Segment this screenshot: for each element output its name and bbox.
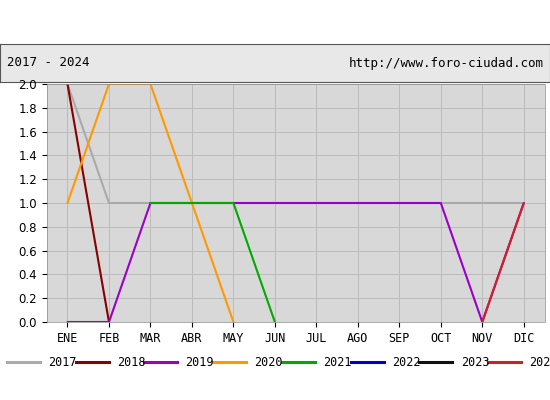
Text: Evolucion del paro registrado en Gormaz: Evolucion del paro registrado en Gormaz xyxy=(91,12,459,30)
Text: 2021: 2021 xyxy=(323,356,351,368)
Text: 2020: 2020 xyxy=(254,356,283,368)
Text: 2023: 2023 xyxy=(461,356,489,368)
Text: http://www.foro-ciudad.com: http://www.foro-ciudad.com xyxy=(348,56,543,70)
Text: 2017: 2017 xyxy=(48,356,76,368)
Text: 2024: 2024 xyxy=(529,356,550,368)
Text: 2019: 2019 xyxy=(186,356,214,368)
Text: 2017 - 2024: 2017 - 2024 xyxy=(7,56,89,70)
Text: 2018: 2018 xyxy=(117,356,145,368)
Text: 2022: 2022 xyxy=(392,356,420,368)
